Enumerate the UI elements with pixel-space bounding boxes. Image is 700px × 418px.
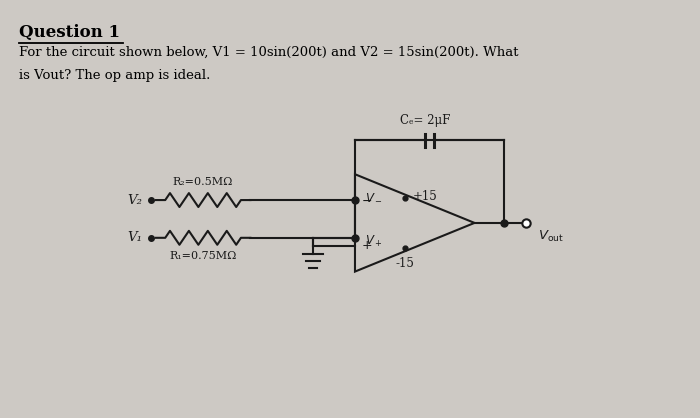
Text: Cₑ= 2μF: Cₑ= 2μF [400, 114, 450, 127]
Text: +15: +15 [413, 190, 438, 203]
Text: V₂: V₂ [128, 194, 143, 206]
Text: is Vout? The op amp is ideal.: is Vout? The op amp is ideal. [20, 69, 211, 82]
Text: R₁=0.75MΩ: R₁=0.75MΩ [169, 251, 237, 261]
Text: $V_+$: $V_+$ [365, 234, 383, 249]
Text: Question 1: Question 1 [20, 24, 120, 41]
Text: For the circuit shown below, V1 = 10sin(200t) and V2 = 15sin(200t). What: For the circuit shown below, V1 = 10sin(… [20, 46, 519, 59]
Text: $+$: $+$ [361, 239, 372, 252]
Text: V₁: V₁ [128, 231, 143, 244]
Text: $V_{\mathrm{out}}$: $V_{\mathrm{out}}$ [538, 229, 564, 245]
Text: R₂=0.5MΩ: R₂=0.5MΩ [173, 177, 233, 187]
Text: -15: -15 [395, 257, 414, 270]
Text: $V_-$: $V_-$ [365, 190, 383, 203]
Text: $-$: $-$ [361, 194, 372, 206]
